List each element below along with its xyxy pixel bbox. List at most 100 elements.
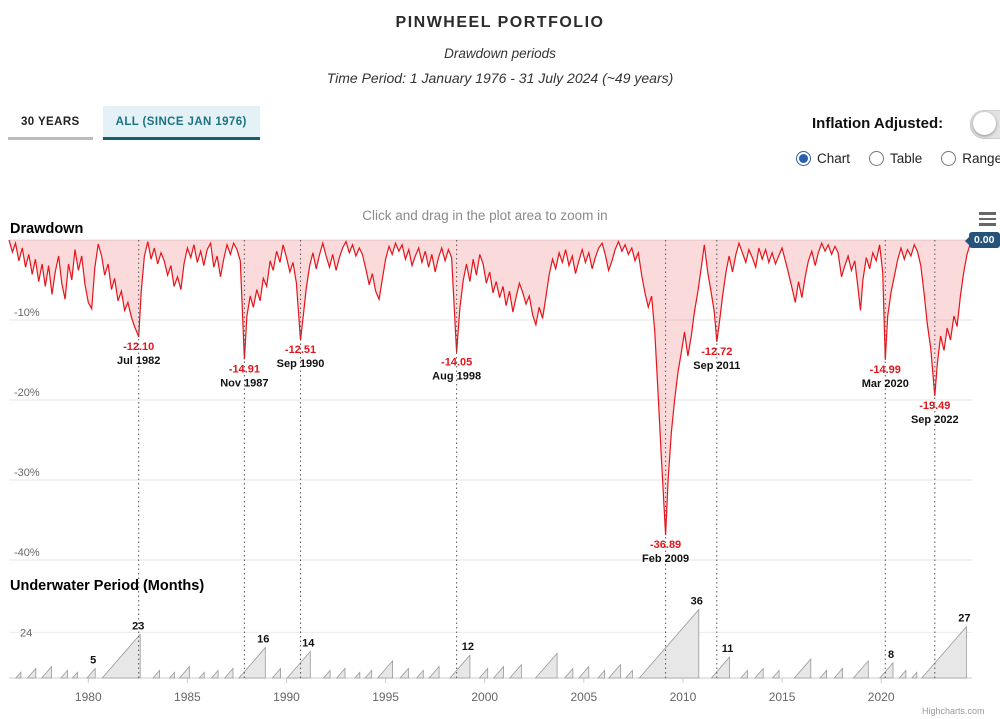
tab-30-years[interactable]: 30 YEARS — [8, 106, 93, 140]
drawdown-annotation-value: -12.72 — [701, 346, 732, 358]
x-axis-label: 2020 — [868, 690, 895, 704]
x-axis-label: 2005 — [570, 690, 597, 704]
underwater-peak-label: 5 — [90, 655, 96, 667]
view-radio-ranges[interactable] — [941, 151, 957, 166]
inflation-toggle[interactable] — [970, 110, 1000, 139]
underwater-peak-label: 16 — [257, 634, 269, 646]
view-option-table[interactable]: Table — [869, 151, 922, 166]
underwater-period-triangle — [40, 665, 52, 679]
drawdown-line-series — [8, 239, 973, 536]
underwater-period-triangle — [911, 671, 918, 679]
underwater-peak-label: 23 — [132, 620, 144, 632]
view-option-ranges[interactable]: Ranges — [941, 151, 1000, 166]
drawdown-area-fill — [9, 240, 972, 536]
underwater-period-triangle — [399, 667, 409, 679]
drawdown-annotation-value: -14.05 — [441, 356, 472, 368]
highcharts-credits-link[interactable]: Highcharts.com — [922, 706, 985, 716]
underwater-period-triangle — [739, 669, 748, 679]
drawdown-annotation-value: -12.10 — [123, 341, 154, 353]
underwater-period-triangle — [771, 669, 780, 679]
chart-context-menu-icon[interactable] — [979, 212, 996, 229]
x-axis-label: 1990 — [273, 690, 300, 704]
plot-area[interactable] — [9, 240, 972, 678]
underwater-period-triangle — [754, 667, 764, 679]
drawdown-annotation-date: Feb 2009 — [642, 553, 689, 565]
underwater-period-triangle — [428, 665, 440, 679]
underwater-period-triangle — [415, 669, 424, 679]
x-axis-label: 2000 — [471, 690, 498, 704]
underwater-period-triangle — [920, 625, 967, 679]
page-title: PINWHEEL PORTFOLIO — [395, 14, 605, 31]
underwater-period-triangle — [322, 669, 331, 679]
underwater-period-triangle — [898, 669, 907, 679]
underwater-period-triangle — [376, 659, 393, 679]
uw-y-axis-label: 24 — [20, 627, 32, 639]
drawdown-annotation-date: Sep 2022 — [911, 414, 959, 426]
underwater-period-triangle — [168, 671, 175, 679]
underwater-period-triangle — [60, 669, 68, 679]
underwater-period-triangle — [364, 669, 373, 679]
underwater-peak-label: 27 — [958, 613, 970, 625]
drawdown-annotation-date: Jul 1982 — [117, 355, 160, 367]
underwater-period-triangle — [534, 652, 558, 679]
current-drawdown-badge: 0.00 — [964, 232, 1000, 248]
view-radio-group: Chart Table Ranges — [796, 151, 1000, 166]
tab-all-since-jan-1976-[interactable]: ALL (SINCE JAN 1976) — [102, 106, 260, 140]
drawdown-annotation-date: Nov 1987 — [220, 377, 268, 389]
underwater-period-triangle — [286, 650, 311, 679]
underwater-period-triangle — [178, 665, 190, 679]
underwater-period-triangle — [26, 667, 37, 679]
y-axis-label: -40% — [14, 547, 40, 559]
underwater-period-triangle — [271, 667, 281, 679]
underwater-period-triangle — [793, 657, 812, 679]
underwater-period-triangle — [852, 659, 869, 679]
drawdown-annotation-date: Aug 1998 — [432, 370, 481, 382]
view-option-label: Table — [890, 151, 923, 166]
underwater-period-triangle — [449, 654, 471, 679]
chart-subtitle: Drawdown periods — [444, 46, 556, 61]
drawdown-annotation-value: -14.99 — [870, 364, 901, 376]
underwater-period-triangle — [335, 667, 346, 679]
x-axis-label: 1995 — [372, 690, 399, 704]
drawdown-annotation-value: -19.49 — [919, 400, 950, 412]
drawdown-annotation-value: -12.51 — [285, 344, 316, 356]
underwater-period-triangle — [710, 656, 730, 679]
drawdown-annotation-value: -36.89 — [650, 539, 681, 551]
x-axis-label: 1985 — [174, 690, 201, 704]
y-axis-label: -10% — [14, 307, 40, 319]
underwater-period-triangle — [478, 667, 489, 679]
tab-bar: 30 YEARS ALL (SINCE JAN 1976) — [8, 106, 260, 140]
x-axis-label: 2015 — [769, 690, 796, 704]
underwater-period-triangle — [878, 661, 894, 679]
underwater-period-triangle — [833, 667, 843, 679]
underwater-period-triangle — [238, 646, 266, 679]
underwater-period-triangle — [597, 669, 605, 679]
underwater-period-triangle — [223, 667, 234, 679]
underwater-section-title: Underwater Period (Months) — [10, 578, 205, 594]
underwater-period-triangle — [198, 671, 205, 679]
drawdown-annotation-date: Sep 1990 — [277, 358, 325, 370]
toggle-knob-icon — [973, 112, 996, 135]
x-axis-label: 1980 — [75, 690, 102, 704]
view-option-chart[interactable]: Chart — [796, 151, 850, 166]
underwater-period-triangle — [819, 669, 827, 679]
underwater-period-triangle — [638, 608, 700, 679]
underwater-period-triangle — [152, 669, 160, 679]
underwater-period-triangle — [508, 663, 522, 679]
underwater-period-triangle — [86, 667, 96, 679]
view-radio-chart[interactable] — [796, 151, 811, 166]
y-axis-label: -30% — [14, 467, 40, 479]
drawdown-annotation-date: Sep 2011 — [693, 360, 740, 372]
underwater-period-triangle — [210, 669, 219, 679]
underwater-period-triangle — [578, 665, 590, 679]
view-radio-table[interactable] — [869, 151, 885, 166]
underwater-period-triangle — [354, 671, 361, 679]
time-period-subtitle: Time Period: 1 January 1976 - 31 July 20… — [326, 70, 674, 86]
underwater-period-triangle — [71, 671, 78, 679]
underwater-period-triangle — [101, 633, 141, 679]
underwater-period-triangle — [492, 665, 504, 679]
underwater-period-triangle — [563, 667, 574, 679]
underwater-peak-label: 36 — [691, 596, 703, 608]
underwater-period-triangle — [15, 671, 22, 679]
